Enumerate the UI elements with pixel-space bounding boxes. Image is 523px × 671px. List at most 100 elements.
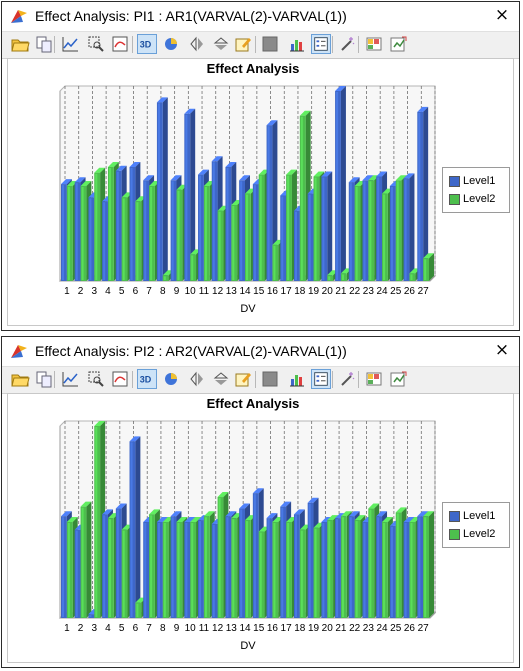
x-tick-label: 25 [390,623,402,634]
bar-highlight [328,276,331,280]
bar-top [211,156,223,162]
x-tick-label: 5 [119,286,125,297]
bar-highlight [171,517,174,617]
bar-highlight [383,194,386,280]
flip-horizontal-button[interactable] [187,369,207,389]
palette-button[interactable] [364,369,384,389]
palette-icon [366,372,382,386]
copy-icon [36,36,52,53]
edit-button[interactable] [233,34,253,54]
open-folder-button[interactable] [10,369,30,389]
pie-sphere-icon [165,373,177,385]
bar-top [107,162,119,167]
chart-title: Effect Analysis [207,61,300,76]
3d-toggle-button[interactable]: 3D [137,369,157,389]
toolbar-separator [332,36,333,53]
bar-highlight [163,276,166,280]
bar-top [80,181,92,186]
line-chart-button[interactable] [60,369,80,389]
close-button[interactable]: × [494,5,510,25]
bar-highlight [95,427,98,617]
bar-highlight [322,523,325,617]
bar-top [266,513,278,519]
bar-highlight [314,528,317,617]
x-tick-label: 23 [363,623,375,634]
export-button[interactable] [388,369,408,389]
bar-top [61,511,72,517]
bar-chart-button[interactable] [287,369,307,389]
x-tick-label: 22 [349,286,361,297]
3d-toggle-button[interactable]: 3D [137,34,157,54]
bar-side [190,108,196,281]
toolbar-separator [54,36,55,53]
flip-vertical-button[interactable] [211,369,231,389]
magic-wand-button[interactable] [337,369,357,389]
reset-chart-button[interactable] [110,369,130,389]
edit-button[interactable] [233,369,253,389]
x-tick-label: 9 [174,623,180,634]
bar-highlight [108,519,112,617]
bar-highlight [273,245,276,280]
x-tick-label: 3 [91,286,97,297]
bar-highlight [150,515,153,617]
open-folder-button[interactable] [10,34,30,54]
export-button[interactable] [388,34,408,54]
bar-highlight [349,517,352,617]
x-axis-label: DV [240,640,256,652]
chart-legend: Level1 Level2 [442,502,510,548]
x-tick-label: 19 [308,286,320,297]
x-tick-label: 1 [64,286,70,297]
gray-box-button[interactable] [260,369,280,389]
magic-wand-button[interactable] [337,34,357,54]
legend-item-level2: Level2 [449,192,495,206]
bar-highlight [363,181,366,280]
chart-area: Effect Analysis 1 2 3 4 5 6 7 8 9 10 11 12 13 14 15 16 17… [7,393,514,663]
bar-highlight [328,521,331,617]
bar-highlight [390,187,393,280]
gray-box-button[interactable] [260,34,280,54]
copy-button[interactable] [34,369,54,389]
bar-top [362,175,374,181]
bar-level1-16 [266,120,278,281]
line-chart-button[interactable] [60,34,80,54]
bar-highlight [336,92,339,280]
bar-highlight [116,509,119,617]
toolbar-separator [358,36,359,53]
copy-button[interactable] [34,34,54,54]
pie-sphere-button[interactable] [161,34,181,54]
x-tick-label: 3 [91,623,97,634]
reset-chart-button[interactable] [110,34,130,54]
zoom-button[interactable] [86,369,106,389]
bar-top [94,421,106,426]
bar-top [395,175,407,181]
legend-button[interactable] [311,34,331,54]
pie-sphere-button[interactable] [161,369,181,389]
gray-box-icon [262,371,278,387]
palette-button[interactable] [364,34,384,54]
bar-chart-button[interactable] [287,34,307,54]
window-titlebar[interactable]: Effect Analysis: PI1 : AR1(VARVAL(2)-VAR… [2,2,519,30]
bar-level1-20 [321,171,333,281]
bar-highlight [253,494,256,617]
reset-chart-icon [112,36,128,52]
edit-icon [235,38,251,52]
window-titlebar[interactable]: Effect Analysis: PI2 : AR2(VARVAL(2)-VAR… [2,337,519,365]
bar-highlight [355,187,358,280]
legend-button[interactable] [311,369,331,389]
x-tick-label: 10 [185,623,197,634]
effect-analysis-window-pi1: Effect Analysis: PI1 : AR1(VARVAL(2)-VAR… [1,1,520,331]
bar-highlight [122,530,125,617]
zoom-button[interactable] [86,34,106,54]
close-button[interactable]: × [494,340,510,360]
bar-highlight [369,509,372,617]
bar-highlight [157,523,160,617]
flip-horizontal-button[interactable] [187,34,207,54]
flip-vertical-button[interactable] [211,34,231,54]
bar-highlight [136,202,139,280]
bar-top [184,517,196,522]
chart-toolbar: 3D [2,366,519,394]
x-tick-label: 17 [281,623,293,634]
bar-top [170,511,182,517]
bar-highlight [130,168,133,280]
bar-highlight [185,114,188,280]
